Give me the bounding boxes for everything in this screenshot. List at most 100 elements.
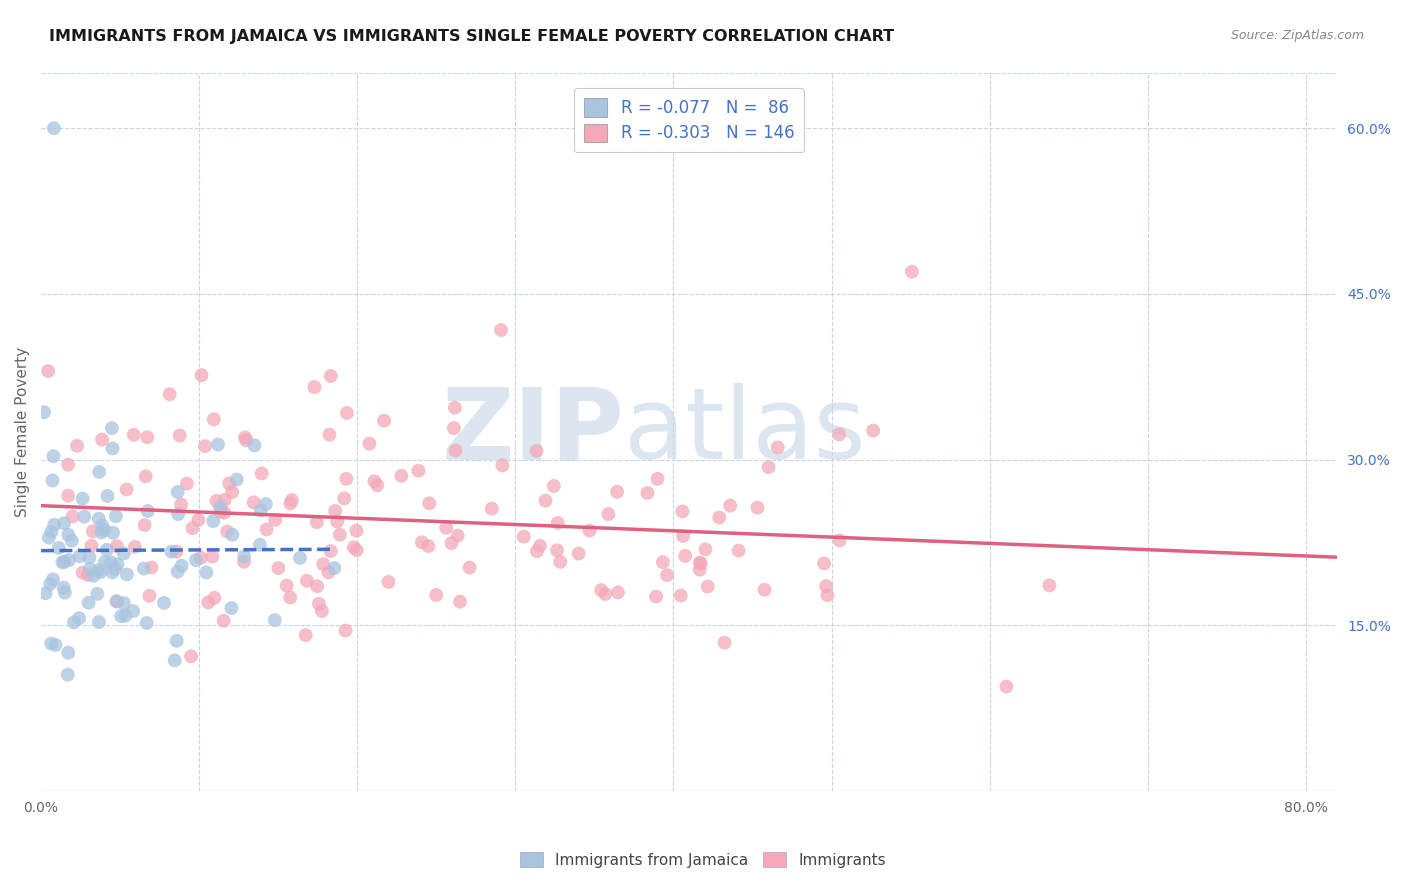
- Point: [304, 380, 326, 394]
- Point: [543, 479, 565, 493]
- Point: [56, 667, 79, 681]
- Text: Source: ZipAtlas.com: Source: ZipAtlas.com: [1230, 29, 1364, 42]
- Point: [458, 560, 481, 574]
- Point: [212, 614, 235, 628]
- Point: [606, 484, 628, 499]
- Point: [100, 555, 122, 569]
- Point: [94, 555, 117, 569]
- Text: IMMIGRANTS FROM JAMAICA VS IMMIGRANTS SINGLE FEMALE POVERTY CORRELATION CHART: IMMIGRANTS FROM JAMAICA VS IMMIGRANTS SI…: [49, 29, 894, 44]
- Point: [250, 467, 273, 481]
- Point: [408, 464, 430, 478]
- Point: [217, 524, 239, 539]
- Point: [51, 555, 73, 569]
- Point: [319, 368, 342, 383]
- Point: [205, 494, 228, 508]
- Point: [813, 557, 835, 571]
- Point: [101, 525, 124, 540]
- Point: [758, 460, 780, 475]
- Point: [135, 469, 157, 483]
- Point: [233, 430, 256, 444]
- Point: [651, 555, 673, 569]
- Point: [318, 566, 340, 580]
- Point: [166, 633, 188, 648]
- Point: [45, 638, 67, 652]
- Point: [104, 562, 127, 576]
- Point: [115, 567, 138, 582]
- Point: [817, 588, 839, 602]
- Point: [67, 611, 90, 625]
- Point: [311, 604, 333, 618]
- Point: [32, 405, 55, 419]
- Point: [86, 587, 108, 601]
- Point: [598, 507, 620, 521]
- Point: [218, 476, 240, 491]
- Point: [72, 566, 94, 580]
- Point: [359, 436, 381, 450]
- Point: [568, 547, 591, 561]
- Point: [828, 427, 851, 442]
- Point: [242, 495, 264, 509]
- Point: [202, 412, 225, 426]
- Point: [828, 533, 851, 548]
- Point: [77, 568, 100, 582]
- Point: [672, 529, 695, 543]
- Point: [434, 521, 457, 535]
- Point: [323, 504, 346, 518]
- Point: [58, 646, 80, 660]
- Point: [526, 443, 548, 458]
- Point: [491, 458, 513, 473]
- Point: [221, 528, 243, 542]
- Point: [534, 493, 557, 508]
- Point: [159, 387, 181, 401]
- Point: [58, 553, 80, 567]
- Point: [207, 437, 229, 451]
- Point: [366, 478, 388, 492]
- Point: [591, 583, 613, 598]
- Point: [278, 591, 301, 605]
- Point: [135, 615, 157, 630]
- Point: [264, 513, 287, 527]
- Point: [305, 515, 328, 529]
- Point: [377, 574, 399, 589]
- Point: [308, 597, 330, 611]
- Point: [44, 517, 66, 532]
- Point: [695, 542, 717, 557]
- Point: [718, 499, 741, 513]
- Point: [56, 458, 79, 472]
- Point: [101, 566, 124, 580]
- Point: [112, 596, 135, 610]
- Point: [249, 538, 271, 552]
- Point: [546, 543, 568, 558]
- Point: [132, 561, 155, 575]
- Point: [363, 474, 385, 488]
- Point: [862, 424, 884, 438]
- Point: [578, 524, 600, 538]
- Point: [343, 541, 366, 555]
- Point: [418, 496, 440, 510]
- Point: [250, 503, 273, 517]
- Point: [209, 505, 232, 519]
- Point: [529, 539, 551, 553]
- Point: [184, 553, 207, 567]
- Point: [42, 121, 65, 136]
- Point: [195, 566, 218, 580]
- Point: [637, 486, 659, 500]
- Point: [447, 528, 470, 542]
- Point: [318, 427, 340, 442]
- Point: [593, 587, 616, 601]
- Point: [122, 604, 145, 618]
- Point: [87, 563, 110, 577]
- Point: [53, 585, 76, 599]
- Point: [645, 590, 668, 604]
- Point: [312, 557, 335, 571]
- Point: [214, 492, 236, 507]
- Point: [37, 364, 59, 378]
- Point: [713, 635, 735, 649]
- Point: [63, 615, 86, 630]
- Point: [87, 511, 110, 525]
- Point: [96, 542, 118, 557]
- Point: [671, 504, 693, 518]
- Point: [35, 586, 58, 600]
- Point: [56, 489, 79, 503]
- Point: [41, 474, 63, 488]
